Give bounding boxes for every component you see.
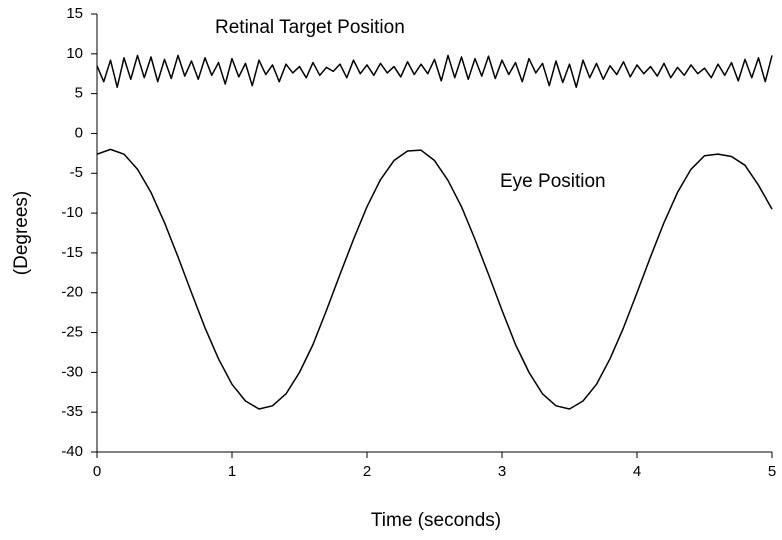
y-tick-label: -10: [61, 204, 83, 221]
x-axis-label: Time (seconds): [371, 510, 501, 531]
x-tick-label: 4: [633, 463, 641, 480]
x-tick-label: 3: [498, 463, 506, 480]
series-label: Eye Position: [500, 171, 606, 192]
y-tick-label: -20: [61, 284, 83, 301]
x-tick-label: 0: [93, 463, 101, 480]
y-tick-label: -35: [61, 403, 83, 420]
x-tick-label: 1: [228, 463, 236, 480]
y-tick-label: 5: [75, 85, 83, 102]
x-tick-label: 5: [768, 463, 776, 480]
y-tick-label: -5: [70, 164, 83, 181]
y-tick-label: 10: [66, 45, 83, 62]
y-tick-label: -40: [61, 443, 83, 460]
y-tick-label: -15: [61, 244, 83, 261]
x-tick-label: 2: [363, 463, 371, 480]
y-tick-label: -25: [61, 324, 83, 341]
series-label: Retinal Target Position: [215, 17, 405, 38]
y-tick-label: 0: [75, 124, 83, 141]
y-tick-label: -30: [61, 363, 83, 380]
series-line: [96, 54, 773, 89]
series-line: [96, 148, 773, 410]
y-axis-label: (Degrees): [11, 191, 32, 275]
y-tick-label: 15: [66, 5, 83, 22]
